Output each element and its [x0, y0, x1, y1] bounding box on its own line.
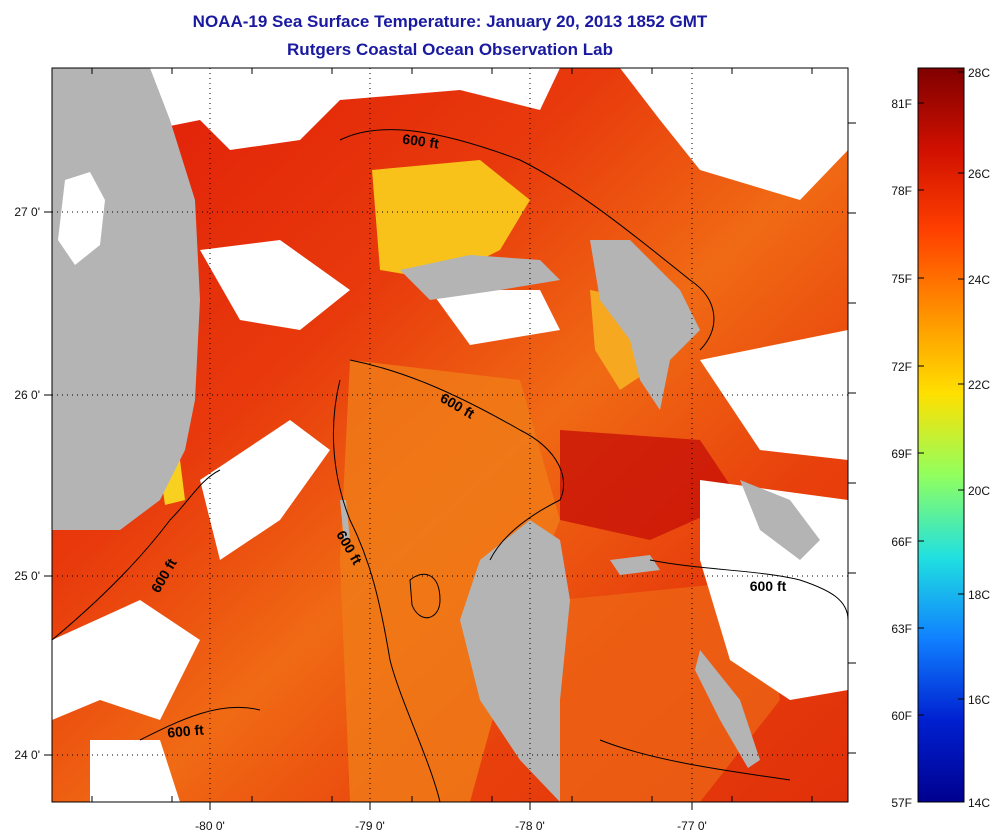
colorbar-gradient — [917, 67, 965, 803]
isobath-label: 600 ft — [167, 721, 205, 740]
lat-tick-label: 24 0' — [14, 748, 40, 762]
colorbar-c-label: 16C — [968, 693, 990, 707]
colorbar-f-label: 75F — [891, 272, 912, 286]
lake-okeechobee — [58, 172, 105, 265]
bimini-islands — [340, 500, 350, 540]
eleuthera-island — [740, 480, 820, 560]
colorbar-c-label: 14C — [968, 796, 990, 810]
andros-island — [460, 520, 570, 802]
new-providence — [610, 555, 660, 575]
map-frame — [51, 67, 849, 803]
lon-tick-label: -77 0' — [677, 819, 707, 833]
isobath-contour-3 — [332, 379, 441, 802]
isobath-contour-5 — [139, 706, 261, 741]
cloud-area-west — [200, 240, 350, 330]
isobath-contour-8 — [409, 573, 441, 618]
colorbar-c-label: 20C — [968, 484, 990, 498]
colorbar-f-label: 60F — [891, 709, 912, 723]
deep-red-core — [560, 430, 740, 540]
grand-bahama — [400, 255, 560, 300]
isobath-contour-1 — [339, 129, 715, 351]
lon-tick-label: -78 0' — [515, 819, 545, 833]
cloud-area-northeast — [620, 68, 848, 200]
colorbar-f-label: 81F — [891, 97, 912, 111]
isobath-contour-2 — [349, 359, 565, 561]
map-subtitle: Rutgers Coastal Ocean Observation Lab — [287, 40, 613, 59]
warm-orange-band — [340, 360, 560, 802]
colorbar-f-label: 78F — [891, 184, 912, 198]
isobath-label: 600 ft — [750, 578, 787, 594]
colorbar-c-label: 26C — [968, 167, 990, 181]
colorbar-c-label: 24C — [968, 273, 990, 287]
isobath-contour-4 — [52, 469, 221, 641]
cloud-area-southwest — [52, 600, 200, 720]
lon-tick-label: -80 0' — [195, 819, 225, 833]
colorbar-f-label: 66F — [891, 535, 912, 549]
cloud-area-north — [52, 68, 560, 150]
graticule — [44, 68, 856, 810]
colorbar-f-label: 69F — [891, 447, 912, 461]
isobath-contour-6 — [649, 559, 848, 621]
colorbar-c-label: 18C — [968, 588, 990, 602]
cool-yellow-patch — [372, 160, 530, 280]
colorbar-c-label: 28C — [968, 66, 990, 80]
exuma-cays — [695, 650, 760, 768]
colorbar-f-label: 72F — [891, 360, 912, 374]
lat-tick-label: 26 0' — [14, 388, 40, 402]
isobath-label: 600 ft — [401, 131, 440, 152]
cloud-area-central — [430, 290, 560, 345]
cloud-area-keys — [200, 420, 330, 560]
map-title: NOAA-19 Sea Surface Temperature: January… — [192, 12, 708, 31]
colorbar-c-label: 22C — [968, 378, 990, 392]
colorbar-f-label: 63F — [891, 622, 912, 636]
lat-tick-label: 27 0' — [14, 205, 40, 219]
map-plot-area — [52, 68, 848, 802]
abaco-island — [590, 240, 700, 410]
lat-tick-label: 25 0' — [14, 569, 40, 583]
cloud-area-east — [700, 330, 848, 460]
colorbar-f-label: 57F — [891, 796, 912, 810]
isobath-contour-7 — [599, 739, 791, 781]
lon-tick-label: -79 0' — [355, 819, 385, 833]
